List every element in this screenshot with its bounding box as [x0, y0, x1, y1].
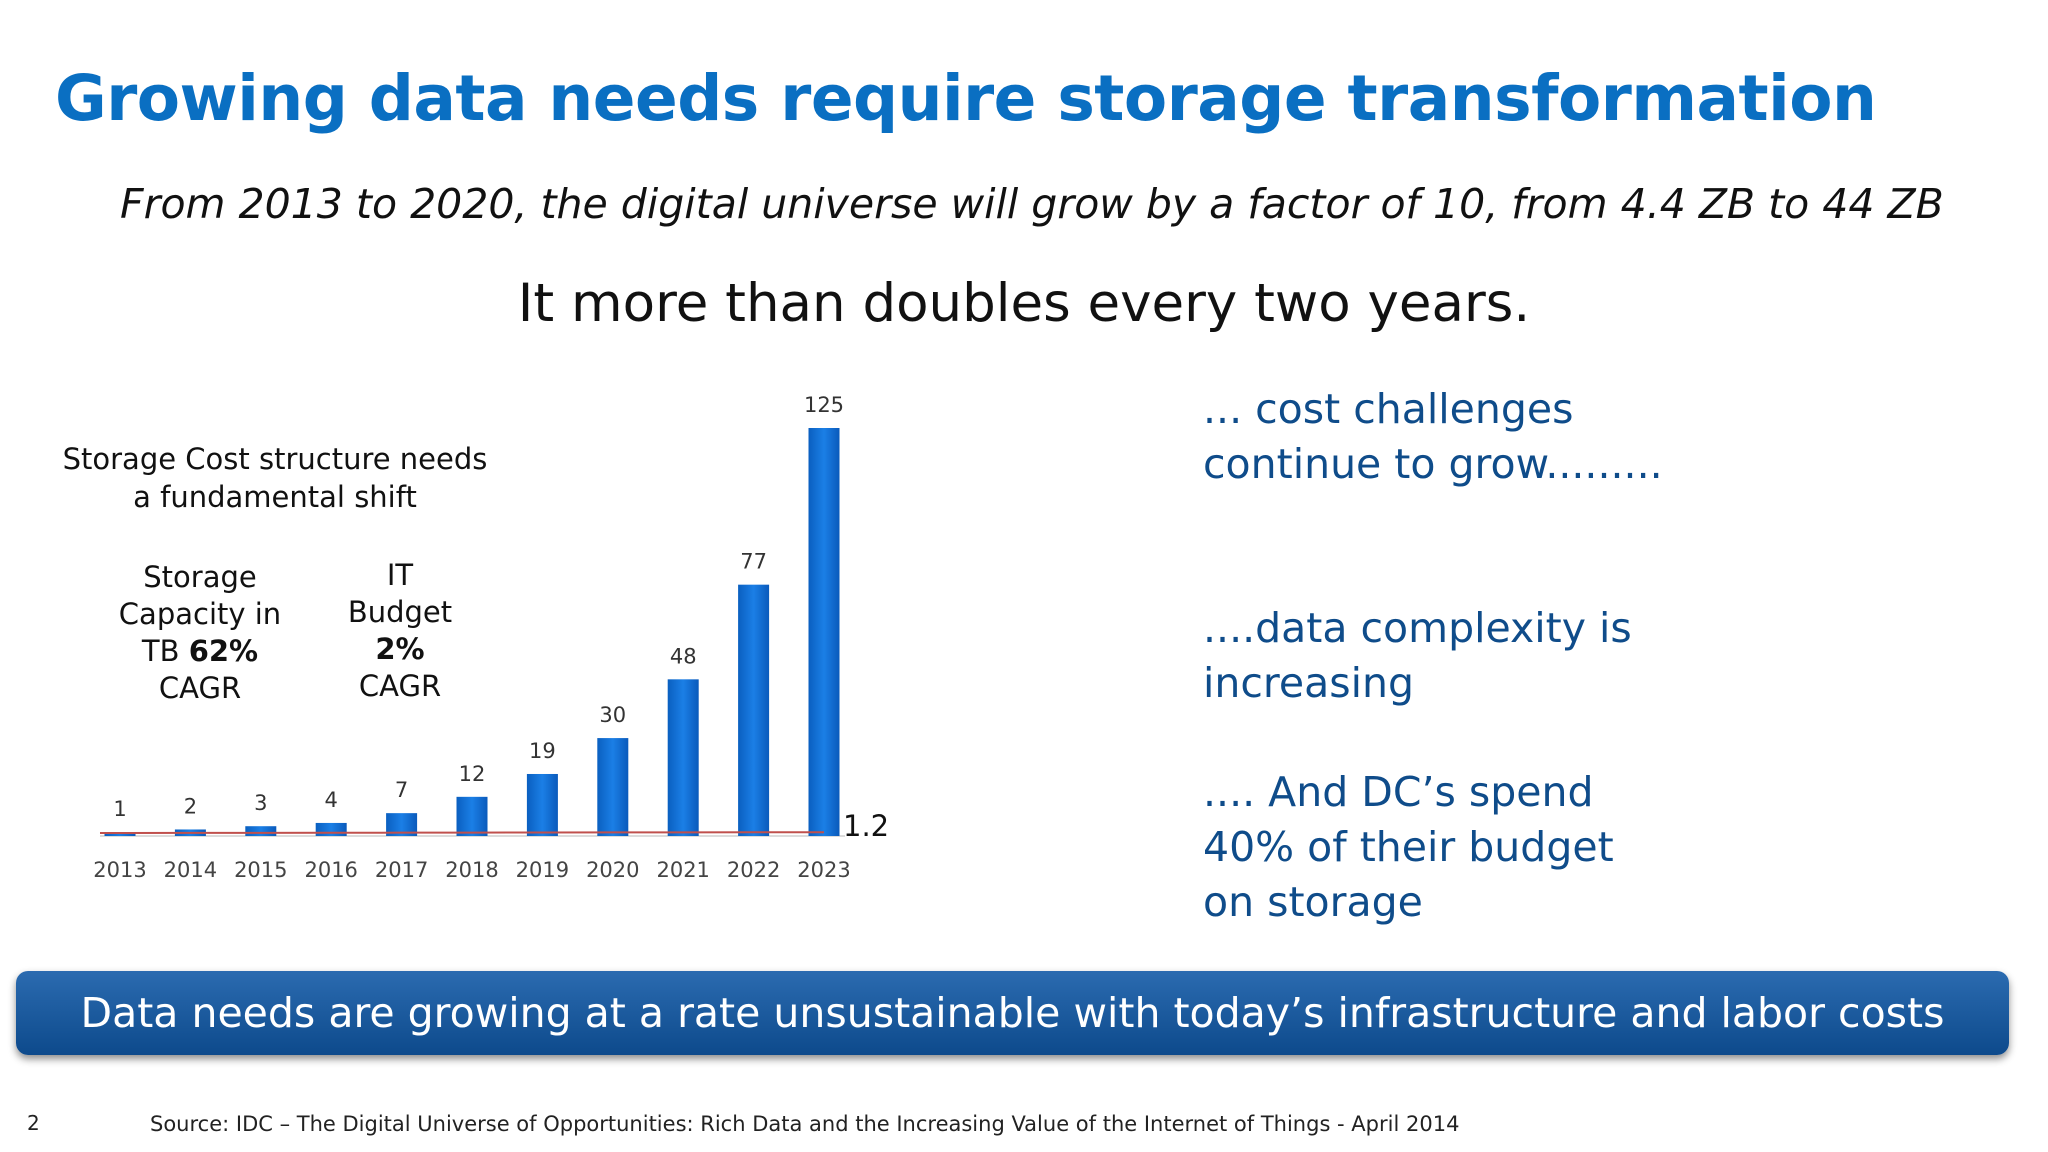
x-tick-2023: 2023 [797, 858, 850, 882]
bar-2015 [245, 826, 277, 836]
data-label-2014: 2 [184, 794, 197, 818]
data-label-2019: 19 [529, 739, 556, 763]
labels-layer: 1 2013 2 2014 3 2015 4 2016 7 2017 12 2018 19 2019 30 2… [93, 393, 850, 882]
budget-cagr-line1: IT [386, 558, 414, 592]
page-title: Growing data needs require storage trans… [55, 62, 1877, 135]
data-label-2023: 125 [804, 393, 844, 417]
budget-cagr-line2: Budget [347, 595, 453, 629]
data-label-2018: 12 [459, 762, 486, 786]
storage-cagr-line3: TB 62% [100, 633, 300, 670]
storage-cagr-line2: Capacity in [118, 597, 282, 631]
x-tick-2016: 2016 [304, 858, 357, 882]
budget-cagr-line4: CAGR [358, 669, 442, 703]
x-tick-2013: 2013 [93, 858, 146, 882]
bar-2016 [315, 822, 347, 836]
x-tick-2019: 2019 [516, 858, 569, 882]
cost-challenges-note: ... cost challenges continue to grow....… [1203, 385, 1663, 488]
data-complexity-note: ....data complexity is increasing [1203, 604, 1632, 707]
bar-2018 [456, 796, 488, 836]
subtitle: From 2013 to 2020, the digital universe … [120, 180, 1944, 228]
bars-layer [100, 428, 845, 837]
summary-banner: Data needs are growing at a rate unsusta… [16, 971, 2009, 1055]
bar-2020 [597, 738, 629, 836]
data-label-2022: 77 [740, 550, 767, 574]
bar-2021 [667, 679, 699, 836]
bar-2017 [386, 813, 418, 836]
data-label-2016: 4 [325, 788, 338, 812]
bar-2013 [104, 832, 136, 836]
budget-cagr-value: 2% [375, 632, 425, 666]
budget-cagr-line3: 2% [330, 631, 470, 668]
budget-line-layer: 1.2 [99, 809, 889, 843]
cost-shift-note: Storage Cost structure needs a fundament… [62, 442, 488, 514]
data-label-2021: 48 [670, 644, 697, 668]
bar-2023 [808, 428, 840, 836]
x-tick-2021: 2021 [656, 858, 709, 882]
storage-cagr-value: 62% [188, 634, 259, 668]
storage-cagr-prefix: TB [141, 634, 189, 668]
storage-cagr-line4: CAGR [158, 671, 242, 705]
bar-chart: 1.2 1 2013 2 2014 3 2015 4 2016 7 2017 12 2018 19 201… [93, 393, 889, 882]
storage-cagr-line1: Storage [143, 560, 257, 594]
data-label-2015: 3 [254, 791, 267, 815]
data-label-2020: 30 [599, 703, 626, 727]
dc-spend-note: .... And DC’s spend 40% of their budget … [1203, 768, 1614, 926]
page-number: 2 [27, 1111, 40, 1135]
tagline: It more than doubles every two years. [517, 273, 1531, 334]
x-tick-2014: 2014 [164, 858, 217, 882]
x-tick-2022: 2022 [727, 858, 780, 882]
data-label-2017: 7 [395, 778, 408, 802]
storage-cagr-note: Storage Capacity in TB 62% CAGR [100, 559, 300, 707]
x-tick-2015: 2015 [234, 858, 287, 882]
x-tick-2018: 2018 [445, 858, 498, 882]
source-citation: Source: IDC – The Digital Universe of Op… [150, 1112, 1460, 1136]
budget-line-end-label: 1.2 [843, 809, 889, 843]
bar-2022 [738, 584, 770, 836]
banner-text: Data needs are growing at a rate unsusta… [80, 989, 1945, 1037]
budget-line [99, 831, 825, 834]
x-tick-2020: 2020 [586, 858, 639, 882]
budget-cagr-note: IT Budget 2% CAGR [330, 557, 470, 705]
data-label-2013: 1 [113, 797, 126, 821]
bar-2019 [526, 773, 558, 836]
x-tick-2017: 2017 [375, 858, 428, 882]
